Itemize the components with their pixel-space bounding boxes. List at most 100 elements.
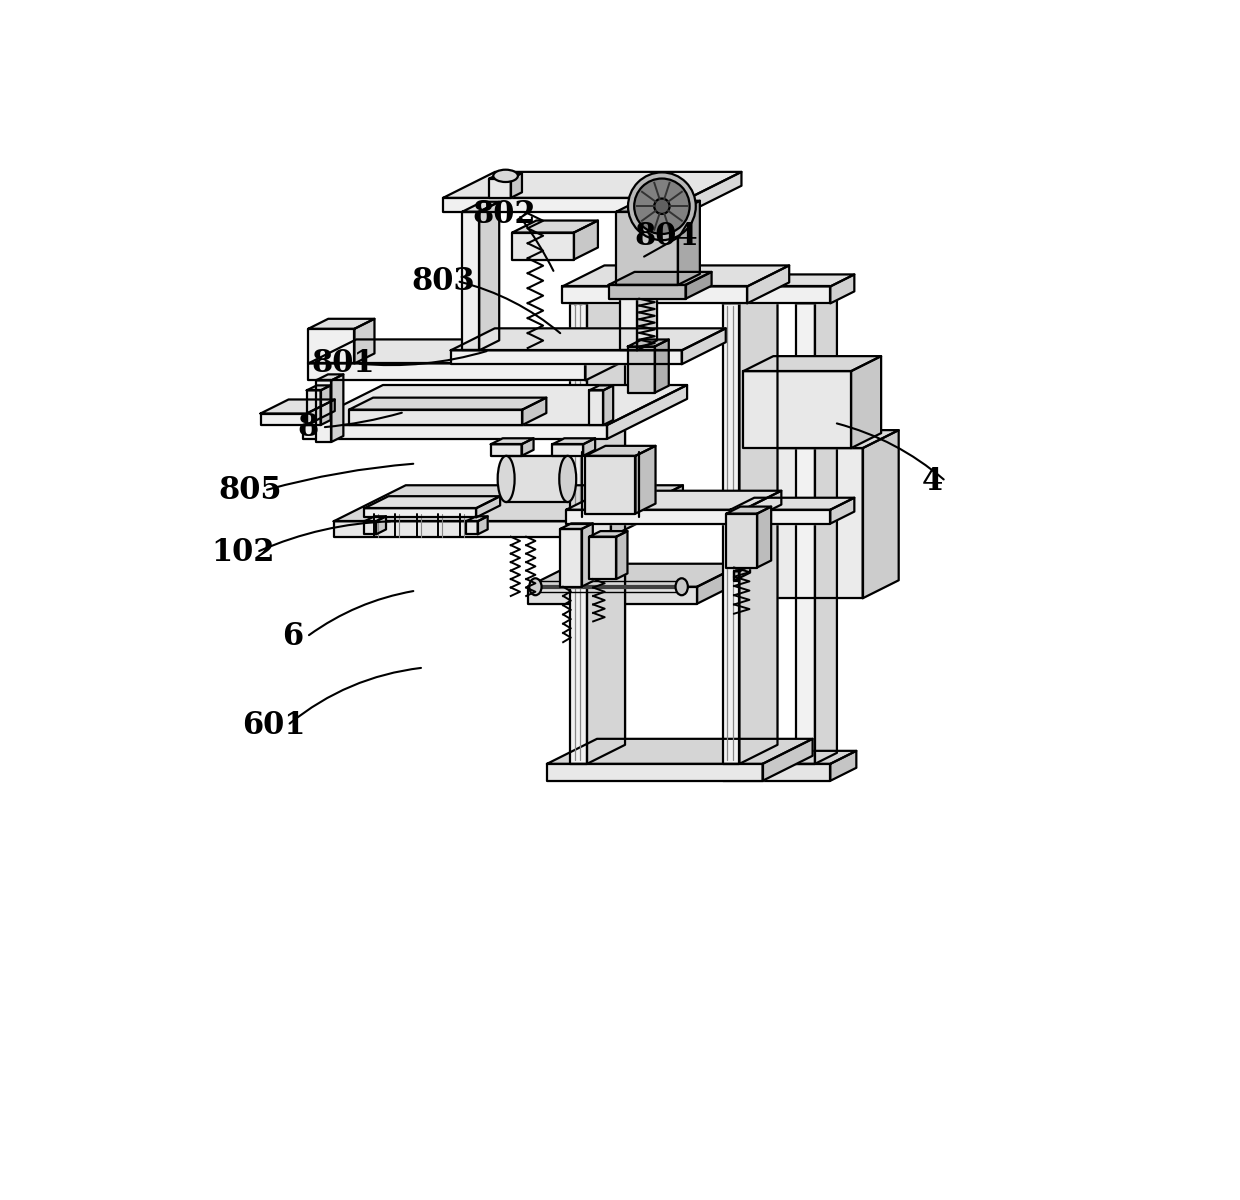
Polygon shape: [355, 319, 374, 364]
Polygon shape: [616, 532, 627, 580]
Polygon shape: [309, 329, 355, 364]
Polygon shape: [815, 293, 837, 764]
Polygon shape: [560, 523, 593, 529]
Polygon shape: [637, 202, 657, 350]
Polygon shape: [682, 329, 725, 365]
Polygon shape: [730, 275, 854, 287]
Polygon shape: [655, 340, 668, 392]
Polygon shape: [303, 385, 687, 425]
Polygon shape: [450, 329, 725, 350]
Polygon shape: [365, 509, 476, 517]
Polygon shape: [491, 444, 522, 456]
Polygon shape: [585, 456, 635, 514]
Polygon shape: [743, 356, 882, 371]
Polygon shape: [303, 425, 608, 439]
Ellipse shape: [559, 456, 577, 502]
Polygon shape: [589, 390, 603, 425]
Polygon shape: [831, 498, 854, 523]
Polygon shape: [734, 496, 759, 506]
Polygon shape: [734, 563, 755, 571]
Polygon shape: [723, 284, 777, 304]
Polygon shape: [506, 456, 568, 502]
Polygon shape: [450, 350, 682, 365]
Polygon shape: [522, 438, 533, 456]
Polygon shape: [851, 356, 882, 448]
Polygon shape: [635, 446, 656, 514]
Polygon shape: [863, 430, 899, 599]
Polygon shape: [582, 523, 593, 587]
Polygon shape: [734, 512, 754, 534]
Polygon shape: [627, 347, 655, 392]
Polygon shape: [376, 516, 386, 534]
Polygon shape: [512, 221, 598, 233]
Polygon shape: [552, 438, 595, 444]
Polygon shape: [316, 374, 343, 380]
Polygon shape: [609, 272, 712, 284]
Polygon shape: [522, 397, 547, 425]
Polygon shape: [309, 340, 634, 364]
Polygon shape: [574, 221, 598, 259]
Polygon shape: [563, 265, 789, 287]
Polygon shape: [730, 510, 831, 523]
Polygon shape: [476, 496, 500, 517]
Ellipse shape: [497, 456, 515, 502]
Polygon shape: [589, 385, 613, 390]
Polygon shape: [603, 385, 613, 425]
Text: 601: 601: [242, 710, 305, 740]
Polygon shape: [511, 173, 522, 198]
Polygon shape: [490, 173, 522, 179]
Polygon shape: [479, 202, 500, 350]
Circle shape: [634, 179, 689, 234]
Polygon shape: [620, 202, 657, 211]
Polygon shape: [365, 496, 500, 509]
Polygon shape: [477, 516, 487, 534]
Polygon shape: [570, 304, 587, 764]
Polygon shape: [831, 751, 857, 781]
Polygon shape: [491, 438, 533, 444]
Polygon shape: [589, 536, 616, 580]
Polygon shape: [723, 764, 831, 781]
Polygon shape: [734, 563, 750, 581]
Polygon shape: [616, 211, 678, 284]
Polygon shape: [796, 304, 815, 764]
Polygon shape: [350, 397, 547, 409]
Polygon shape: [306, 385, 331, 390]
Polygon shape: [748, 265, 789, 304]
Ellipse shape: [529, 578, 542, 595]
Polygon shape: [306, 390, 321, 425]
Polygon shape: [730, 287, 831, 304]
Polygon shape: [463, 211, 479, 350]
Circle shape: [655, 198, 670, 214]
Polygon shape: [734, 496, 754, 517]
Text: 8: 8: [298, 412, 319, 443]
Polygon shape: [547, 764, 763, 781]
Polygon shape: [563, 287, 748, 304]
Polygon shape: [734, 512, 759, 523]
Polygon shape: [728, 430, 899, 448]
Circle shape: [627, 173, 696, 240]
Polygon shape: [743, 371, 851, 448]
Polygon shape: [350, 409, 522, 425]
Polygon shape: [587, 284, 625, 764]
Polygon shape: [567, 510, 743, 523]
Polygon shape: [585, 340, 634, 380]
Polygon shape: [734, 506, 739, 517]
Polygon shape: [365, 521, 376, 534]
Polygon shape: [589, 532, 627, 536]
Polygon shape: [796, 293, 837, 304]
Polygon shape: [831, 275, 854, 304]
Polygon shape: [689, 172, 742, 211]
Polygon shape: [443, 172, 742, 198]
Polygon shape: [763, 739, 812, 781]
Polygon shape: [547, 739, 812, 764]
Polygon shape: [490, 179, 511, 198]
Polygon shape: [443, 198, 689, 211]
Polygon shape: [734, 571, 739, 581]
Ellipse shape: [676, 578, 688, 595]
Polygon shape: [334, 485, 683, 521]
Text: 805: 805: [218, 475, 283, 506]
Polygon shape: [620, 211, 637, 350]
Polygon shape: [570, 284, 625, 304]
Polygon shape: [321, 385, 331, 425]
Ellipse shape: [494, 169, 518, 182]
